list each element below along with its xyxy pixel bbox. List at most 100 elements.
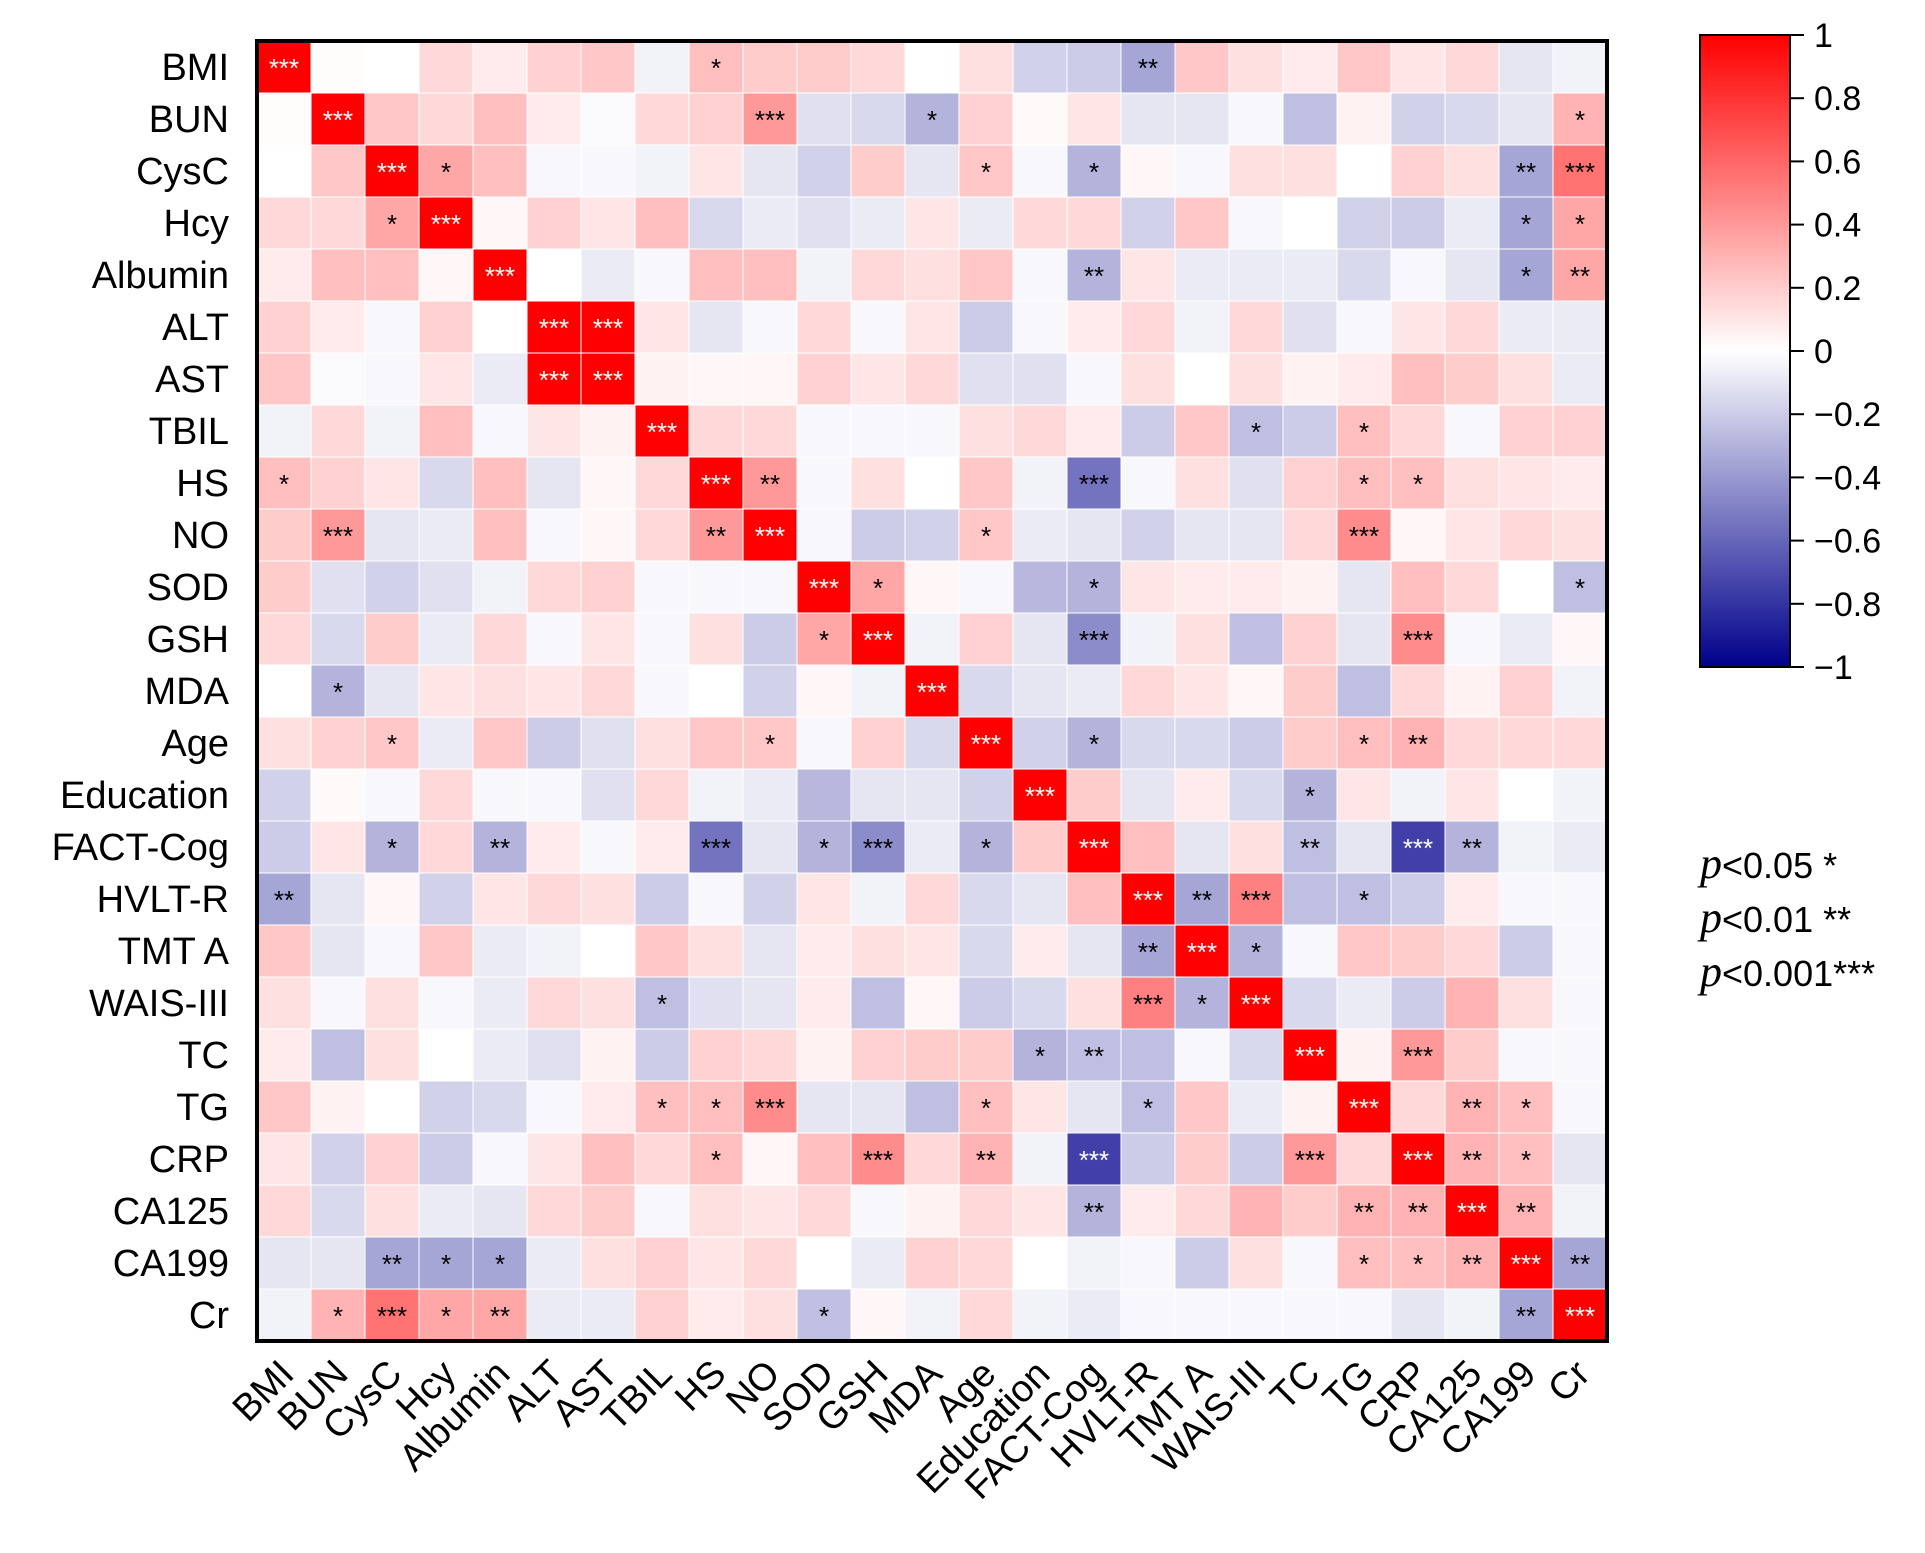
cell-ALT-AST <box>580 300 636 354</box>
cell-HS-NO <box>742 456 798 510</box>
cell-BUN-Age <box>958 92 1014 146</box>
cell-TBIL-BMI <box>256 404 312 458</box>
cell-HS-Albumin <box>472 456 528 510</box>
cell-TG-AST <box>580 1080 636 1134</box>
cell-Hcy-AST <box>580 196 636 250</box>
cell-Cr-CA199 <box>1498 1288 1554 1342</box>
cell-GSH-TBIL <box>634 612 690 666</box>
cell-HS-BUN <box>310 456 366 510</box>
cell-CA199-Education <box>1012 1236 1068 1290</box>
cell-Age-FACT-Cog <box>1066 716 1122 770</box>
y-label-CA199: CA199 <box>113 1243 229 1285</box>
cell-HVLT-R-Education <box>1012 872 1068 926</box>
cell-Hcy-BUN <box>310 196 366 250</box>
y-label-Hcy: Hcy <box>164 203 229 245</box>
cell-BMI-TC <box>1282 40 1338 94</box>
cell-ALT-GSH <box>850 300 906 354</box>
sig-CA199-Cr: ** <box>1570 1249 1590 1279</box>
cell-Cr-HVLT-R <box>1120 1288 1176 1342</box>
cell-TC-TC <box>1282 1028 1338 1082</box>
cell-GSH-AST <box>580 612 636 666</box>
sig-TBIL-TG: * <box>1359 417 1369 447</box>
cell-HVLT-R-Age <box>958 872 1014 926</box>
cell-WAIS-III-TG <box>1336 976 1392 1030</box>
cell-Education-AST <box>580 768 636 822</box>
cell-TG-TMT A <box>1174 1080 1230 1134</box>
cell-CysC-Education <box>1012 144 1068 198</box>
sig-WAIS-III-TMT A: * <box>1197 989 1207 1019</box>
cell-CRP-TMT A <box>1174 1132 1230 1186</box>
cell-Education-GSH <box>850 768 906 822</box>
sig-HVLT-R-TMT A: ** <box>1192 885 1212 915</box>
cell-HS-TC <box>1282 456 1338 510</box>
cell-BUN-CA199 <box>1498 92 1554 146</box>
cell-Cr-GSH <box>850 1288 906 1342</box>
cell-GSH-TMT A <box>1174 612 1230 666</box>
cell-SOD-SOD <box>796 560 852 614</box>
cell-TG-MDA <box>904 1080 960 1134</box>
cell-CA199-MDA <box>904 1236 960 1290</box>
cell-TG-HS <box>688 1080 744 1134</box>
cell-BUN-GSH <box>850 92 906 146</box>
cell-CA199-Age <box>958 1236 1014 1290</box>
cell-Cr-TG <box>1336 1288 1392 1342</box>
colorbar-tick-label: 0.2 <box>1814 270 1861 308</box>
sig-WAIS-III-HVLT-R: *** <box>1133 989 1163 1019</box>
cell-FACT-Cog-ALT <box>526 820 582 874</box>
cell-CA199-TMT A <box>1174 1236 1230 1290</box>
sig-MDA-MDA: *** <box>917 677 947 707</box>
cell-CA199-TBIL <box>634 1236 690 1290</box>
cell-NO-TC <box>1282 508 1338 562</box>
cell-FACT-Cog-BUN <box>310 820 366 874</box>
cell-AST-HS <box>688 352 744 406</box>
cell-WAIS-III-CRP <box>1390 976 1446 1030</box>
cell-TG-HVLT-R <box>1120 1080 1176 1134</box>
cell-AST-BMI <box>256 352 312 406</box>
cell-MDA-CRP <box>1390 664 1446 718</box>
cell-Hcy-Cr <box>1552 196 1608 250</box>
cell-CA199-TG <box>1336 1236 1392 1290</box>
cell-ALT-SOD <box>796 300 852 354</box>
cell-WAIS-III-ALT <box>526 976 582 1030</box>
cell-GSH-Education <box>1012 612 1068 666</box>
cell-Cr-HS <box>688 1288 744 1342</box>
cell-WAIS-III-TMT A <box>1174 976 1230 1030</box>
cell-Albumin-BMI <box>256 248 312 302</box>
cell-TMT A-Albumin <box>472 924 528 978</box>
cell-NO-TBIL <box>634 508 690 562</box>
sig-Age-FACT-Cog: * <box>1089 729 1099 759</box>
cell-BUN-FACT-Cog <box>1066 92 1122 146</box>
sig-TC-FACT-Cog: ** <box>1084 1041 1104 1071</box>
cell-GSH-Cr <box>1552 612 1608 666</box>
sig-Hcy-Cr: * <box>1575 209 1585 239</box>
cell-BMI-HS <box>688 40 744 94</box>
sig-HVLT-R-HVLT-R: *** <box>1133 885 1163 915</box>
cell-CysC-HS <box>688 144 744 198</box>
sig-CysC-Cr: *** <box>1565 157 1595 187</box>
cell-CRP-BMI <box>256 1132 312 1186</box>
cell-NO-SOD <box>796 508 852 562</box>
cell-TMT A-TBIL <box>634 924 690 978</box>
cell-CA199-BUN <box>310 1236 366 1290</box>
cell-TMT A-CA125 <box>1444 924 1500 978</box>
y-label-NO: NO <box>172 515 229 557</box>
cell-WAIS-III-Albumin <box>472 976 528 1030</box>
cell-SOD-TC <box>1282 560 1338 614</box>
cell-SOD-Education <box>1012 560 1068 614</box>
sig-SOD-Cr: * <box>1575 573 1585 603</box>
cell-NO-CysC <box>364 508 420 562</box>
sig-CRP-TC: *** <box>1295 1145 1325 1175</box>
sig-Albumin-FACT-Cog: ** <box>1084 261 1104 291</box>
sig-FACT-Cog-HS: *** <box>701 833 731 863</box>
cell-TBIL-CA125 <box>1444 404 1500 458</box>
cell-Education-Hcy <box>418 768 474 822</box>
cell-HS-CA125 <box>1444 456 1500 510</box>
cell-SOD-WAIS-III <box>1228 560 1284 614</box>
sig-Cr-Cr: *** <box>1565 1301 1595 1331</box>
cell-Albumin-TMT A <box>1174 248 1230 302</box>
cell-CRP-TG <box>1336 1132 1392 1186</box>
cell-AST-TMT A <box>1174 352 1230 406</box>
y-label-BUN: BUN <box>149 99 229 141</box>
cell-TBIL-Hcy <box>418 404 474 458</box>
sig-BUN-MDA: * <box>927 105 937 135</box>
